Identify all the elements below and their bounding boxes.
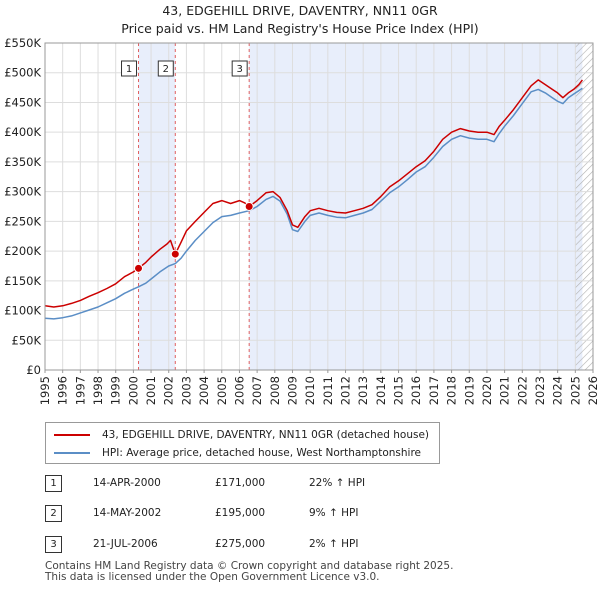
x-tick-label: 2021 [498,376,512,405]
sale-point [134,263,144,273]
x-tick-label: 2007 [250,376,264,405]
x-tick-label: 2016 [409,376,423,405]
footer-copyright: Contains HM Land Registry data © Crown c… [45,560,454,572]
sale-price: £171,000 [215,477,266,489]
x-tick-label: 2017 [427,376,441,405]
sale-point [170,249,180,259]
sale-price: £275,000 [215,538,266,550]
sale-row: 3 21-JUL-2006 £275,000 2% ↑ HPI [45,536,465,556]
sale-point [244,202,254,211]
x-tick-label: 2010 [303,376,317,405]
sale-hpi-change: 9% ↑ HPI [309,507,359,519]
chart-legend: 43, EDGEHILL DRIVE, DAVENTRY, NN11 0GR (… [45,422,440,464]
y-tick-label: £250K [4,214,41,228]
y-tick-label: £100K [4,304,41,318]
x-tick-label: 2013 [356,376,370,405]
sale-date: 14-APR-2000 [93,477,161,489]
footer-notice: Contains HM Land Registry data © Crown c… [45,561,453,583]
sale-number-badge: 1 [45,475,62,492]
x-tick-label: 2023 [533,376,547,405]
x-tick-label: 2000 [126,376,140,405]
y-tick-label: £550K [4,36,41,50]
x-tick-label: 2020 [480,376,494,405]
x-tick-label: 1996 [56,376,70,405]
hpi-series-line [44,87,583,320]
sale-label-box [157,60,174,77]
sale-number-badge: 3 [45,536,62,553]
y-tick-label: £450K [4,95,41,109]
y-tick-label: £200K [4,244,41,258]
x-tick-label: 2025 [568,376,582,405]
property-series-line [44,79,584,308]
y-tick-label: £150K [4,274,41,288]
x-tick-label: 2009 [285,376,299,405]
sale-row: 2 14-MAY-2002 £195,000 9% ↑ HPI [45,505,465,525]
price-chart: 1 2 3 £0 £50K £100K £150K £200K £250K £300K £350K… [4,36,600,405]
chart-subtitle: Price paid vs. HM Land Registry's House … [121,21,479,36]
legend-item-property: 43, EDGEHILL DRIVE, DAVENTRY, NN11 0GR (… [54,429,429,441]
sale-number-badge: 2 [45,505,62,522]
x-tick-label: 2022 [515,376,529,405]
shaded-ownership-band [138,43,176,370]
plot-frame [44,42,594,371]
y-tick-label: £300K [4,185,41,199]
x-tick-label: 2014 [374,376,388,405]
y-tick-label: £50K [12,333,42,347]
chart-title: 43, EDGEHILL DRIVE, DAVENTRY, NN11 0GR [162,3,438,18]
x-tick-label: 2024 [551,376,565,405]
x-tick-label: 2001 [144,376,158,405]
sale-date: 21-JUL-2006 [93,538,158,550]
x-tick-label: 2006 [232,376,246,405]
y-tick-label: £0 [26,363,41,377]
sale-label-box [121,60,138,77]
x-tick-label: 2018 [445,376,459,405]
x-tick-label: 2011 [321,376,335,405]
sale-label-number: 1 [126,64,132,75]
x-tick-label: 2012 [339,376,353,405]
x-tick-label: 2004 [197,376,211,405]
legend-swatch-property [54,434,90,436]
x-tick-label: 1998 [91,376,105,405]
x-tick-label: 2003 [179,376,193,405]
x-tick-label: 2002 [162,376,176,405]
hatched-projection-region [575,43,593,370]
sale-label-box [231,60,248,77]
sale-hpi-change: 22% ↑ HPI [309,477,366,489]
sale-label-number: 2 [163,64,169,75]
y-tick-label: £350K [4,155,41,169]
sale-price: £195,000 [215,507,266,519]
x-tick-label: 2015 [392,376,406,405]
x-tick-label: 2026 [586,376,600,405]
x-tick-label: 2019 [462,376,476,405]
sale-label-number: 3 [236,64,242,75]
sale-row: 1 14-APR-2000 £171,000 22% ↑ HPI [45,475,465,495]
sale-hpi-change: 2% ↑ HPI [309,538,359,550]
legend-label-hpi: HPI: Average price, detached house, West… [102,447,421,459]
y-tick-label: £400K [4,125,41,139]
legend-item-hpi: HPI: Average price, detached house, West… [54,447,421,459]
footer-licence: This data is licensed under the Open Gov… [45,571,380,583]
x-tick-label: 2005 [215,376,229,405]
x-tick-label: 2008 [268,376,282,405]
x-tick-label: 1997 [73,376,87,405]
y-tick-label: £500K [4,66,41,80]
legend-label-property: 43, EDGEHILL DRIVE, DAVENTRY, NN11 0GR (… [102,429,430,441]
sale-date: 14-MAY-2002 [93,507,162,519]
x-tick-label: 1999 [109,376,123,405]
x-tick-label: 1995 [38,376,52,405]
legend-swatch-hpi [54,452,90,454]
